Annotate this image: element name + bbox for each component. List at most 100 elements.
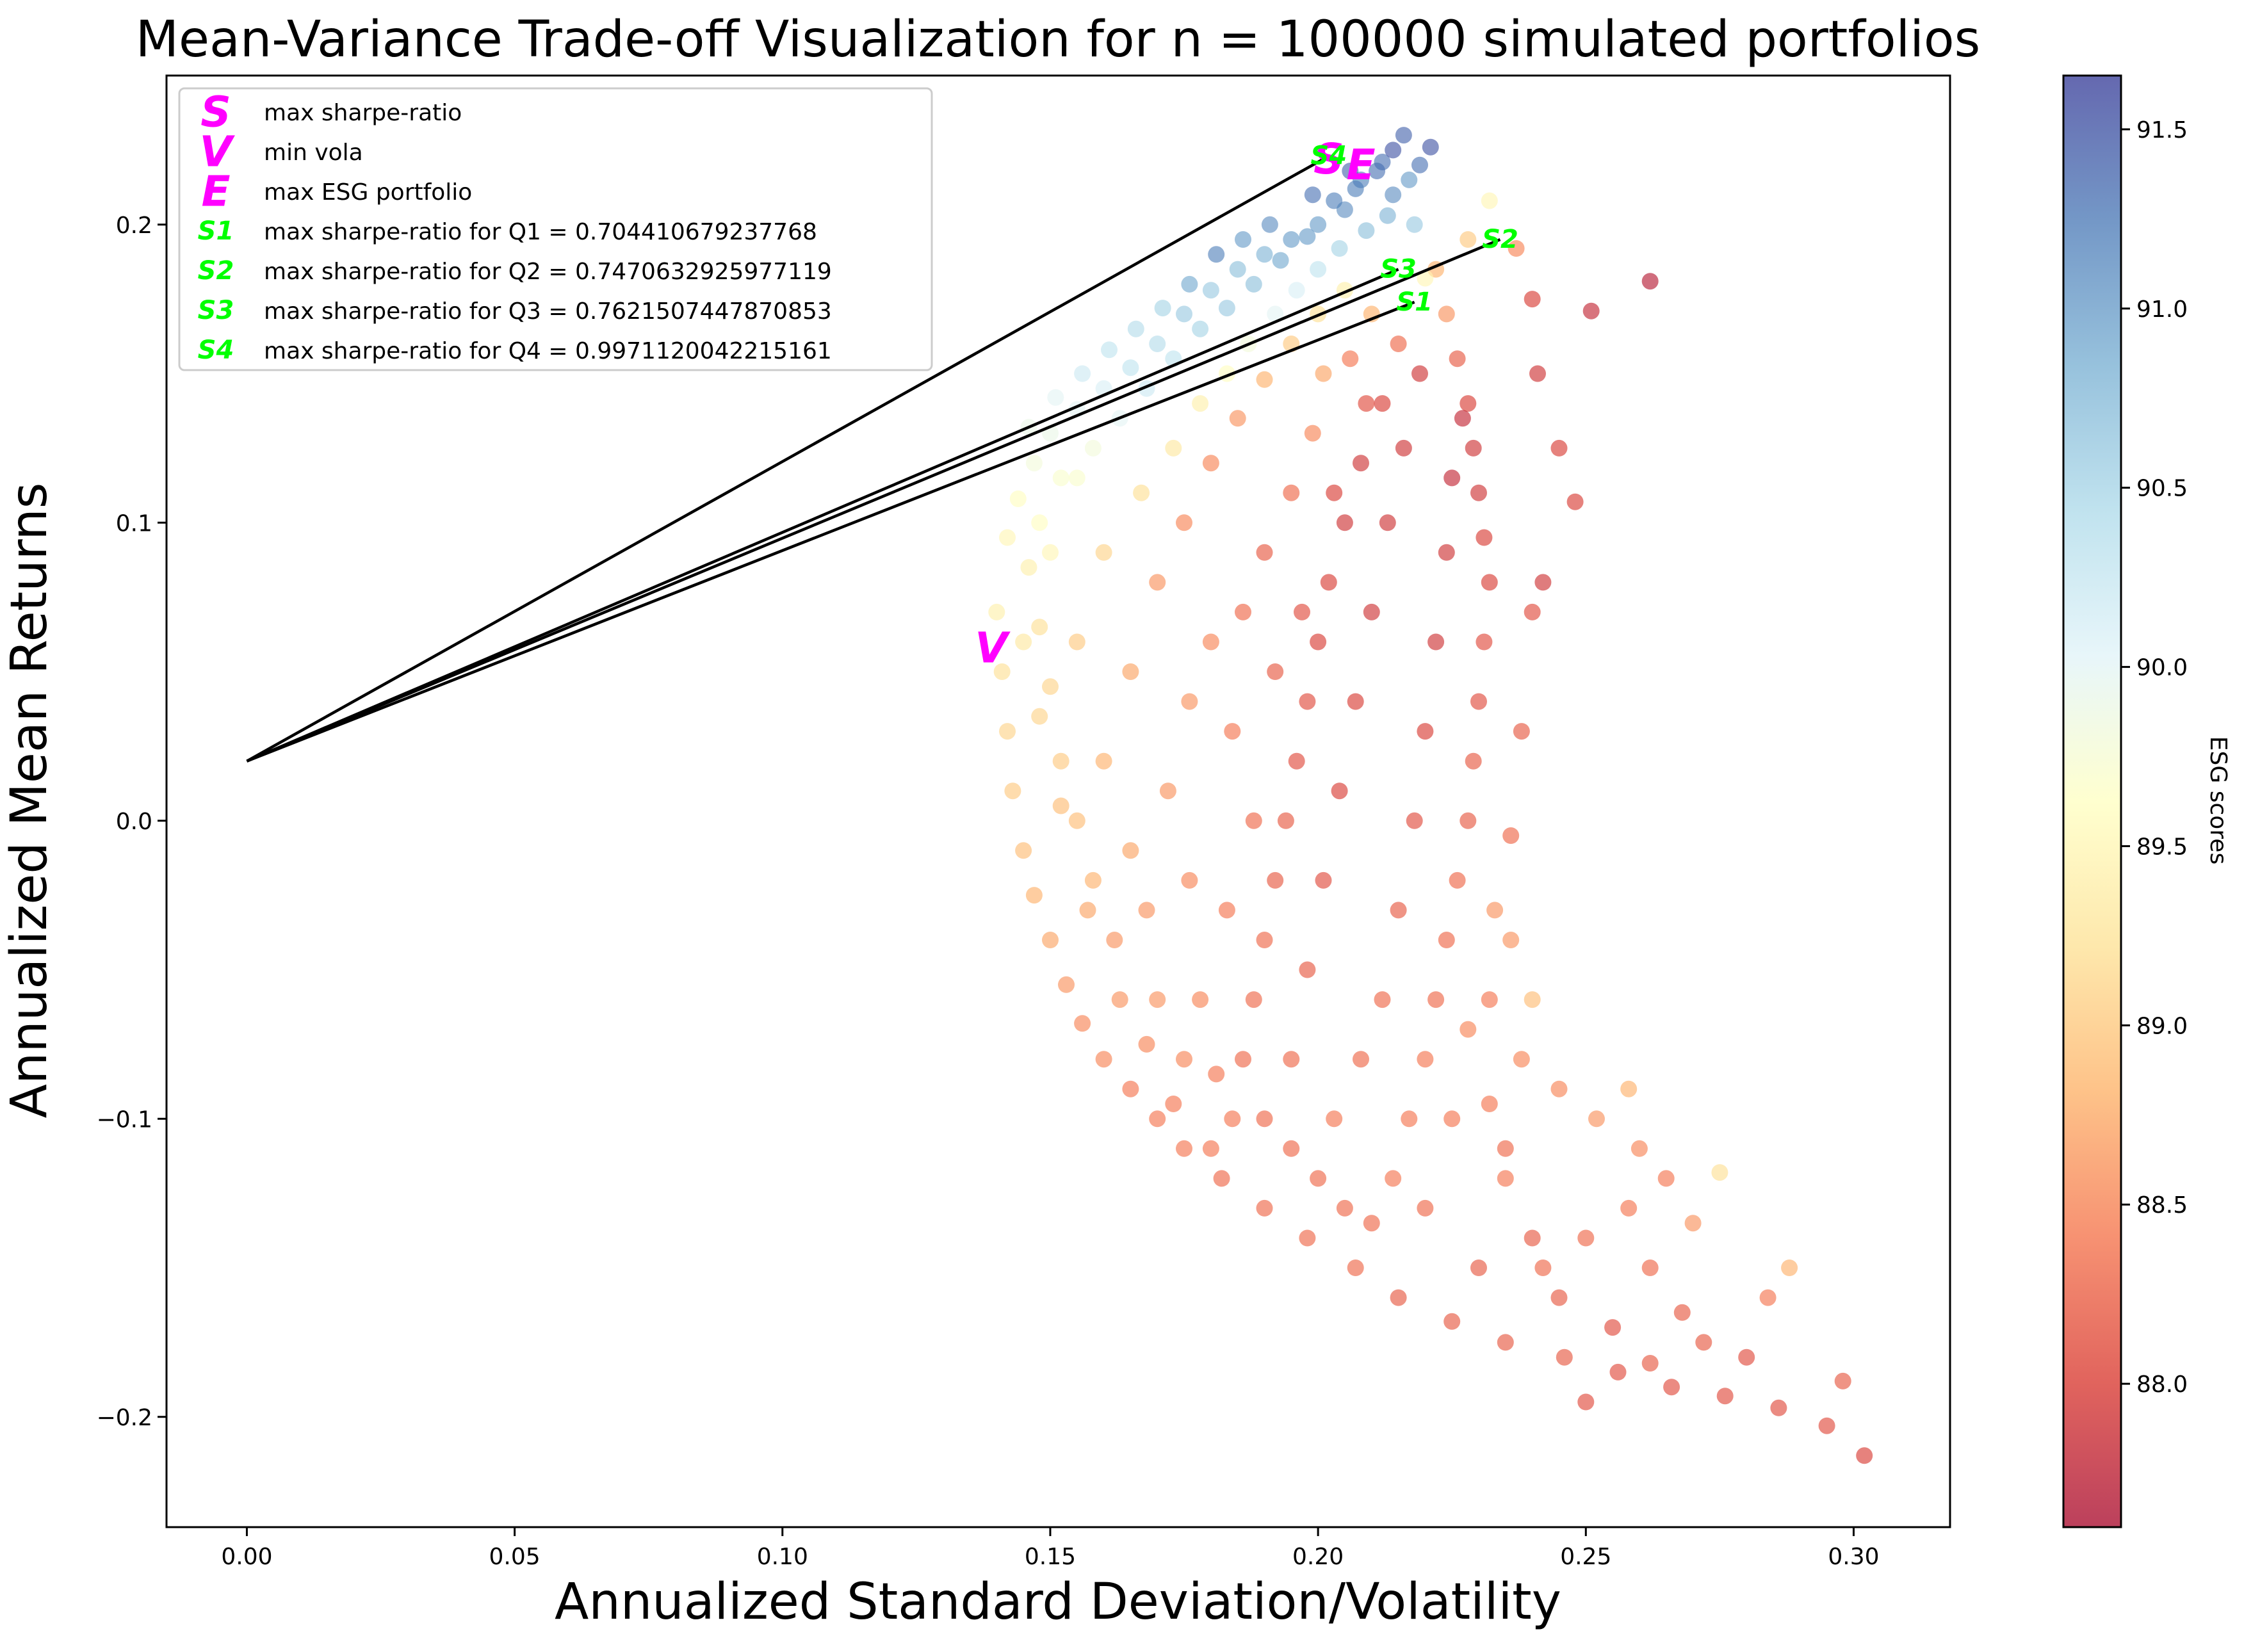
scatter-point xyxy=(1095,752,1112,770)
y-tick-label: −0.2 xyxy=(97,1405,152,1431)
scatter-point xyxy=(1497,1334,1514,1351)
capital-market-line xyxy=(246,238,1501,763)
scatter-point xyxy=(1401,171,1418,188)
scatter-point xyxy=(1641,1259,1659,1276)
scatter-point xyxy=(1192,395,1209,412)
scatter-point xyxy=(1267,871,1284,889)
scatter-point xyxy=(1716,1388,1734,1405)
colorbar-tick-label: 89.5 xyxy=(2136,834,2188,860)
scatter-point xyxy=(1079,902,1096,919)
scatter-point xyxy=(1283,1140,1300,1157)
reference-lines xyxy=(246,154,1501,763)
scatter-point xyxy=(1770,1399,1787,1416)
x-tick-label: 0.20 xyxy=(1292,1544,1344,1570)
scatter-point xyxy=(1326,1110,1343,1128)
scatter-point xyxy=(1277,812,1294,829)
scatter-point xyxy=(1465,752,1482,770)
scatter-point xyxy=(1534,1259,1552,1276)
marker-s3: S3 xyxy=(1380,255,1417,284)
scatter-point xyxy=(1267,305,1284,323)
scatter-point xyxy=(1310,261,1327,278)
legend-marker: S xyxy=(200,88,231,137)
scatter-point xyxy=(1202,282,1219,299)
scatter-point xyxy=(1459,231,1477,248)
scatter-point xyxy=(1294,603,1310,620)
legend-label: max sharpe-ratio for Q4 = 0.997112004221… xyxy=(264,338,832,364)
scatter-point xyxy=(1176,514,1192,531)
scatter-point xyxy=(1299,1229,1316,1247)
scatter-point xyxy=(1272,252,1289,269)
scatter-point xyxy=(1256,932,1273,948)
scatter-point xyxy=(1657,1170,1675,1187)
scatter-point xyxy=(1256,246,1273,263)
scatter-point xyxy=(1202,455,1219,472)
legend-label: max sharpe-ratio for Q1 = 0.704410679237… xyxy=(264,219,817,245)
scatter-point xyxy=(1165,439,1182,457)
scatter-point xyxy=(1443,1110,1461,1128)
scatter-point xyxy=(1245,275,1262,293)
colorbar-tick-label: 90.5 xyxy=(2136,476,2188,502)
legend-box xyxy=(178,87,933,371)
scatter-point xyxy=(1427,991,1445,1008)
scatter-point xyxy=(1202,633,1219,651)
scatter-point xyxy=(1443,469,1461,487)
scatter-point xyxy=(1342,163,1359,179)
scatter-point xyxy=(1047,389,1064,406)
scatter-point xyxy=(1438,305,1455,323)
scatter-point xyxy=(1390,1289,1407,1306)
scatter-point xyxy=(1406,216,1423,233)
colorbar-tick-label: 89.0 xyxy=(2136,1013,2188,1039)
scatter-point xyxy=(1459,1021,1477,1038)
legend-marker: S1 xyxy=(198,216,234,246)
scatter-point xyxy=(988,603,1005,620)
colorbar-tick-label: 88.0 xyxy=(2136,1372,2188,1398)
scatter-point xyxy=(1331,240,1348,257)
capital-market-line xyxy=(246,154,1329,763)
scatter-point xyxy=(1524,991,1541,1008)
scatter-point xyxy=(1443,1313,1461,1330)
scatter-point xyxy=(1604,1319,1622,1336)
scatter-point xyxy=(1550,1289,1568,1306)
scatter-point xyxy=(1042,932,1059,948)
x-tick-label: 0.30 xyxy=(1828,1544,1879,1570)
scatter-point xyxy=(1481,991,1498,1008)
x-tick-label: 0.05 xyxy=(489,1544,541,1570)
scatter-point xyxy=(1513,723,1530,740)
scatter-point xyxy=(1025,887,1043,904)
scatter-point xyxy=(1374,395,1391,412)
scatter-point xyxy=(1245,991,1262,1008)
scatter-point xyxy=(1031,619,1048,636)
scatter-point xyxy=(1502,932,1520,948)
scatter-point xyxy=(1331,782,1348,800)
chart-title: Mean-Variance Trade-off Visualization fo… xyxy=(136,11,1981,69)
scatter-point xyxy=(1202,1140,1219,1157)
scatter-point xyxy=(1379,514,1396,531)
scatter-point xyxy=(1224,723,1241,740)
scatter-point xyxy=(1513,1051,1530,1068)
scatter-point xyxy=(1834,1372,1851,1389)
scatter-point xyxy=(1427,633,1445,651)
scatter-point xyxy=(1406,812,1423,829)
scatter-point xyxy=(1454,410,1471,427)
scatter-point xyxy=(1127,320,1144,337)
scatter-point xyxy=(1476,529,1493,546)
scatter-point xyxy=(999,723,1016,740)
scatter-point xyxy=(1369,163,1386,179)
scatter-point xyxy=(1267,663,1284,680)
marker-s2: S2 xyxy=(1482,225,1518,254)
marker-s1: S1 xyxy=(1396,287,1433,317)
scatter-point xyxy=(1417,1051,1434,1068)
y-tick-label: 0.2 xyxy=(116,213,152,239)
scatter-point xyxy=(1470,484,1487,501)
colorbar-tick-label: 91.5 xyxy=(2136,117,2188,143)
colorbar: 88.0 88.5 89.0 89.5 90.0 90.5 91.0 91.5 ESG sco… xyxy=(2062,74,2231,1528)
scatter-point xyxy=(1856,1447,1873,1464)
scatter-point xyxy=(1235,231,1251,248)
scatter-point xyxy=(1052,797,1069,814)
scatter-point xyxy=(1111,991,1128,1008)
scatter-point xyxy=(1481,574,1498,591)
legend-marker: S2 xyxy=(198,256,234,286)
marker-s4: S4 xyxy=(1311,142,1347,171)
y-tick-label: 0.0 xyxy=(116,809,152,835)
